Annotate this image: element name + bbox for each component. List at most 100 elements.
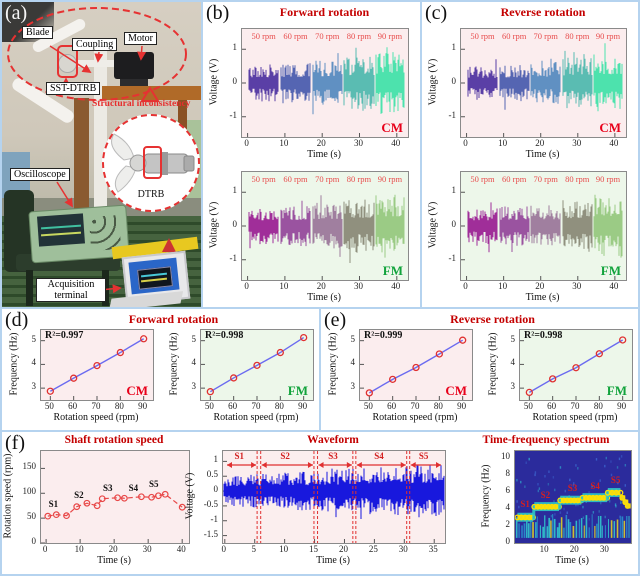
y-tick-label: 5 bbox=[350, 333, 356, 344]
x-tick-label: 0 bbox=[463, 138, 468, 148]
segment-label: S4 bbox=[590, 480, 600, 491]
y-axis-label: Frequency (Hz) bbox=[487, 332, 499, 396]
rpm-label: 80 rpm bbox=[565, 174, 590, 184]
oscilloscope-label: Oscilloscope bbox=[10, 168, 70, 181]
x-tick-label: 0 bbox=[244, 138, 249, 148]
segment-label: S3 bbox=[328, 451, 338, 461]
x-tick-label: 25 bbox=[368, 544, 378, 554]
dashed-ellipse bbox=[7, 7, 187, 101]
y-axis-label: Frequency (Hz) bbox=[168, 332, 180, 396]
y-tick-label: 1 bbox=[232, 185, 238, 196]
segment-label: S4 bbox=[374, 451, 384, 461]
x-tick-label: 30 bbox=[398, 544, 408, 554]
x-tick-label: 20 bbox=[569, 544, 579, 554]
x-tick-label: 40 bbox=[609, 281, 619, 291]
x-axis-label: Rotation speed (rpm) bbox=[53, 412, 139, 423]
orange-table-leg bbox=[178, 100, 187, 148]
panel-b-forward-rotation: (b) Forward rotation 50 rpm 60 rpm 70 rpm 8… bbox=[203, 2, 420, 307]
y-tick-label: 1 bbox=[451, 185, 457, 196]
y-tick-label: 50 bbox=[27, 511, 36, 522]
panel-c-reverse-rotation: (c) Reverse rotation 50 rpm 60 rpm 70 rpm 8… bbox=[422, 2, 638, 307]
chart-forward-fm-waveform: 50 rpm 60 rpm 70 rpm 80 rpm 90 rpm FM 0 10 20 30… bbox=[203, 161, 420, 307]
x-tick-label: 90 bbox=[298, 401, 308, 411]
coupling-arrow bbox=[94, 51, 104, 63]
motor-body bbox=[114, 52, 154, 79]
x-tick-label: 40 bbox=[609, 138, 619, 148]
rpm-label: 70 rpm bbox=[533, 31, 558, 41]
segment-label: S5 bbox=[148, 478, 159, 489]
y-tick-label: 3 bbox=[350, 381, 356, 392]
y-tick-label: 0 bbox=[451, 219, 457, 229]
r-squared-label: R²=0.999 bbox=[364, 330, 403, 341]
x-axis-label: Time (s) bbox=[97, 555, 131, 566]
x-tick-label: 40 bbox=[391, 281, 401, 291]
x-tick-label: 30 bbox=[142, 544, 152, 554]
sst-dtrb-highlight-box bbox=[57, 45, 78, 78]
rpm-label: 50 rpm bbox=[470, 31, 495, 41]
y-tick-label: 0 bbox=[451, 76, 457, 86]
y-tick-label: -1 bbox=[448, 109, 457, 120]
panel-a-photo: Blade Coupling Motor SST-DTRB Oscillosco… bbox=[2, 2, 201, 307]
y-tick-label: 1 bbox=[451, 42, 457, 53]
fm-corner-label: FM bbox=[382, 263, 403, 278]
x-tick-label: 10 bbox=[74, 544, 84, 554]
x-tick-label: 10 bbox=[498, 138, 508, 148]
x-tick-label: 0 bbox=[42, 544, 48, 554]
waveform-title: Waveform bbox=[307, 434, 359, 446]
x-tick-label: 90 bbox=[457, 401, 467, 411]
x-tick-label: 20 bbox=[338, 544, 348, 554]
motor-arrow bbox=[137, 45, 147, 61]
coupling-label: Coupling bbox=[72, 38, 118, 51]
y-tick-label: 4 bbox=[505, 501, 511, 512]
x-tick-label: 10 bbox=[539, 544, 549, 554]
y-tick-label: -1.5 bbox=[203, 528, 218, 539]
dtrb-label: DTRB bbox=[137, 189, 165, 200]
x-tick-label: 60 bbox=[387, 401, 397, 411]
rpm-label: 90 rpm bbox=[377, 31, 403, 41]
x-axis-label: Time (s) bbox=[307, 149, 341, 160]
chart-reverse-fm-waveform: 50 rpm 60 rpm 70 rpm 80 rpm 90 rpm FM 0 10 20 30… bbox=[422, 161, 638, 307]
x-tick-label: 20 bbox=[108, 544, 118, 554]
x-axis-label: Rotation speed (rpm) bbox=[372, 412, 458, 423]
y-tick-label: -1 bbox=[229, 109, 238, 120]
x-tick-label: 90 bbox=[138, 401, 148, 411]
chart-reverse-cm-waveform: 50 rpm 60 rpm 70 rpm 80 rpm 90 rpm CM 0 10 20 30… bbox=[422, 18, 638, 164]
motor-mount bbox=[120, 79, 148, 87]
x-tick-label: 50 bbox=[523, 401, 533, 411]
x-tick-label: 30 bbox=[599, 544, 609, 554]
y-tick-label: 5 bbox=[510, 333, 516, 344]
inset-dtrb-highlight-box bbox=[143, 146, 162, 179]
dtrb-machine-drawing bbox=[111, 133, 195, 193]
x-tick-label: 0 bbox=[244, 281, 249, 291]
x-tick-label: 70 bbox=[410, 401, 420, 411]
inset-blade bbox=[111, 133, 135, 161]
panel-e-reverse-fit: (e) Reverse rotation CM R²=0.999 50 60 70 80… bbox=[321, 309, 638, 430]
x-axis-label: Time (s) bbox=[316, 555, 350, 566]
sst-dtrb-label: SST-DTRB bbox=[46, 82, 101, 95]
y-tick-label: 5 bbox=[31, 333, 37, 344]
panel-f-letter: (f) bbox=[5, 432, 25, 454]
segment-label: S2 bbox=[540, 489, 551, 500]
y-axis-label: Frequency (Hz) bbox=[8, 332, 20, 396]
x-tick-label: 80 bbox=[114, 401, 124, 411]
x-tick-label: 5 bbox=[251, 544, 256, 554]
y-axis-label: Frequency (Hz) bbox=[480, 464, 492, 528]
x-tick-label: 60 bbox=[228, 401, 238, 411]
y-tick-label: -1 bbox=[448, 252, 457, 263]
y-tick-label: 3 bbox=[31, 381, 37, 392]
cm-corner-label: CM bbox=[599, 120, 621, 135]
x-tick-label: 70 bbox=[91, 401, 101, 411]
x-tick-label: 90 bbox=[617, 401, 627, 411]
x-tick-label: 40 bbox=[176, 544, 186, 554]
panel-b-title: Forward rotation bbox=[279, 5, 370, 19]
y-tick-label: 10 bbox=[501, 450, 510, 461]
segment-label: S1 bbox=[520, 499, 530, 510]
fm-corner-label: FM bbox=[287, 383, 308, 398]
x-tick-label: 30 bbox=[354, 281, 363, 291]
r-squared-label: R²=0.998 bbox=[205, 330, 244, 341]
tfs-title: Time-frequency spectrum bbox=[482, 434, 610, 446]
inset-blade2 bbox=[114, 165, 137, 193]
segment-label: S4 bbox=[128, 482, 139, 493]
y-tick-label: 150 bbox=[22, 461, 37, 472]
x-axis-label: Rotation speed (rpm) bbox=[532, 412, 618, 423]
